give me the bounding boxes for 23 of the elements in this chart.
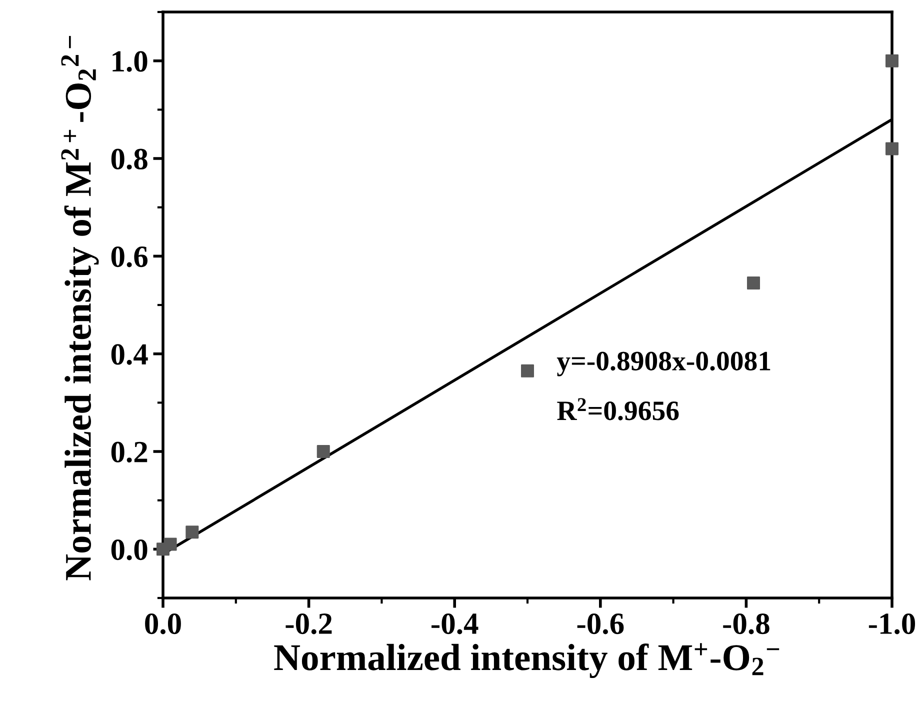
x-tick-label: -0.8 xyxy=(723,613,770,634)
x-tick-label: -1.0 xyxy=(868,613,916,634)
point xyxy=(164,538,177,551)
y-axis-title: Normalized intensity of M$^{2+}$-O$_{2}$$^{2−}$ xyxy=(61,36,99,580)
x-tick-label: -0.2 xyxy=(286,613,332,634)
y-tick-label: 0.4 xyxy=(111,344,148,365)
y-tick-label: 0.8 xyxy=(111,148,148,170)
point xyxy=(746,276,760,290)
point xyxy=(316,444,330,458)
point xyxy=(520,364,534,378)
x-tick-label: 0.0 xyxy=(145,613,181,634)
y-tick-label: 0.0 xyxy=(111,539,148,560)
annotation: y=-0.8908x-0.0081 xyxy=(556,352,770,376)
point xyxy=(885,142,899,156)
y-tick-label: 0.2 xyxy=(111,442,148,463)
point xyxy=(186,526,199,539)
annotation: R$^{2}$=0.9656 xyxy=(557,398,679,420)
x-tick-label: -0.6 xyxy=(577,613,624,634)
y-tick-label: 1.0 xyxy=(112,51,148,72)
x-tick-label: -0.4 xyxy=(432,613,478,634)
x-axis-title: Normalized intensity of M$^{+}$-O$_{2}$$^{−}$ xyxy=(274,643,780,678)
y-tick-label: 0.6 xyxy=(111,246,148,268)
point xyxy=(885,54,899,68)
